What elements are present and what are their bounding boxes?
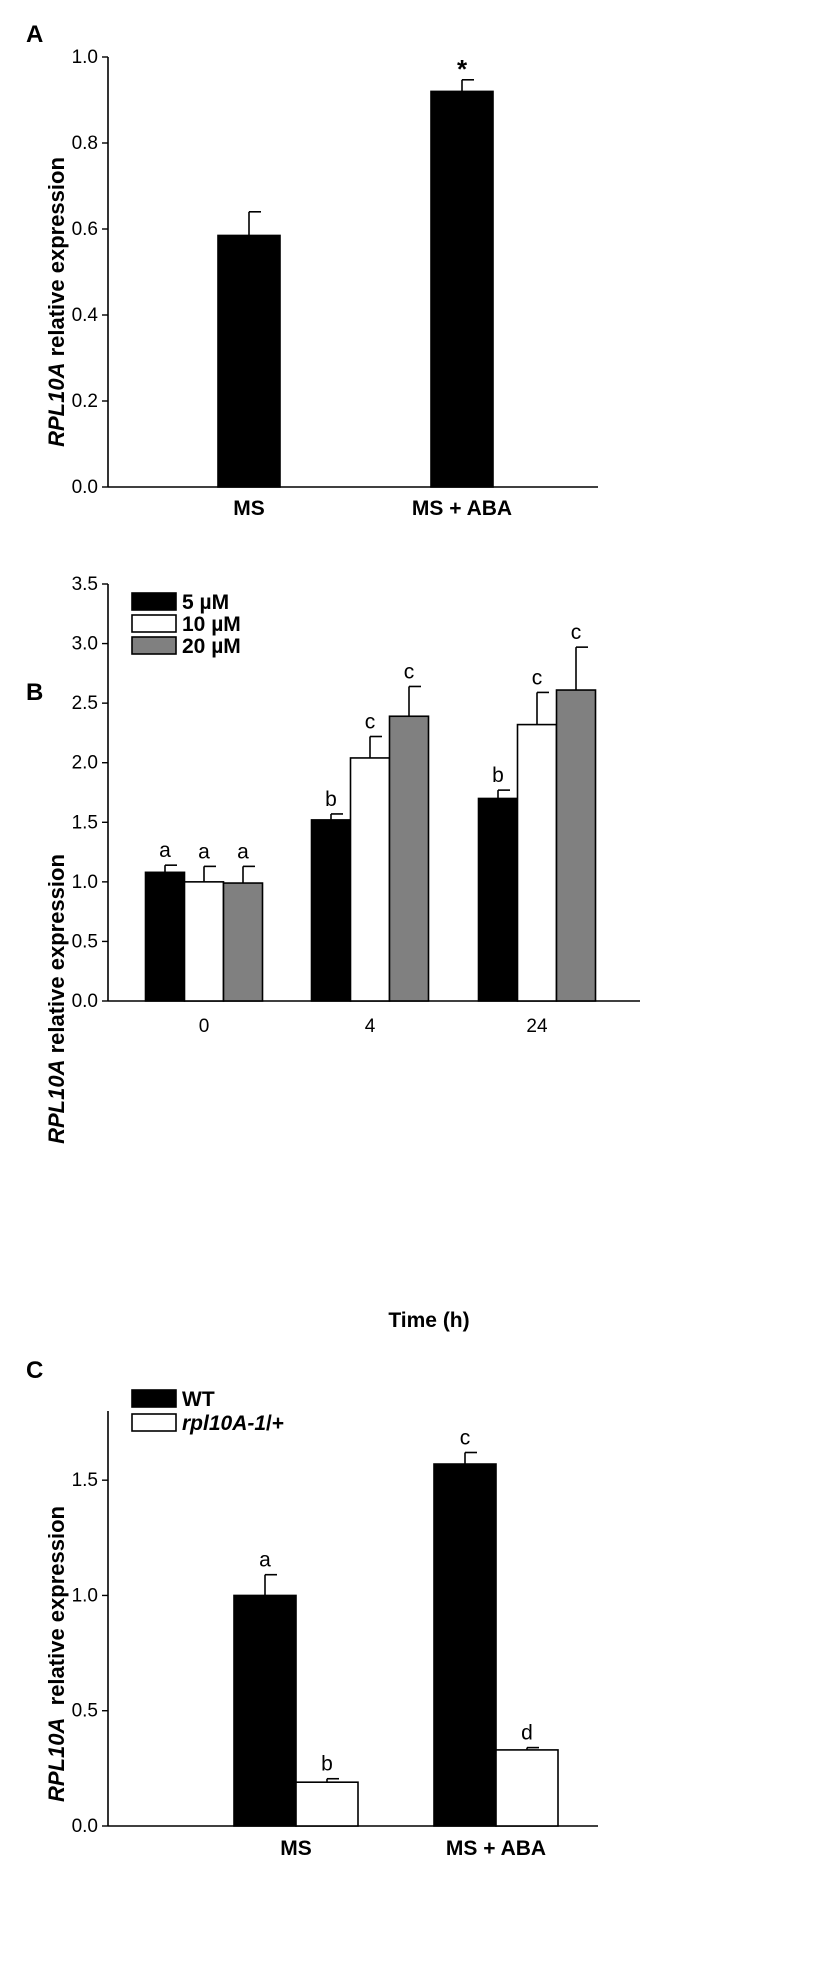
significance-letter-c: d <box>521 1722 533 1745</box>
panel-letter-b: B <box>26 679 43 706</box>
y-tick-label-a: 0.6 <box>72 219 98 240</box>
y-axis-c: 0.0 0.5 1.0 1.5 <box>72 1411 598 1837</box>
bar-b <box>555 689 597 1002</box>
significance-letter-b: a <box>237 840 249 863</box>
category-labels-b: 0 4 24 <box>199 1016 548 1037</box>
legend-swatch-c <box>131 1389 177 1408</box>
y-axis-label-gene-c: RPL10A <box>44 1718 69 1802</box>
category-label-a: MS + ABA <box>412 497 512 520</box>
bar-b <box>310 819 352 1002</box>
y-tick-label-b: 2.0 <box>72 753 98 774</box>
bar-c <box>233 1594 297 1827</box>
bars-b: a a a b c c b c c <box>144 621 597 1002</box>
significance-letter-b: a <box>198 840 210 863</box>
legend-label-text: 5 µM <box>182 591 229 614</box>
y-tick-label-c: 1.0 <box>72 1585 98 1606</box>
panel-c: C 0.0 0.5 1.0 1.5 a b c d MS MS + ABA RPL10A re… <box>26 1357 598 1860</box>
y-tick-label-a: 0.8 <box>72 133 98 154</box>
legend-label-b: 20 µM <box>182 635 241 658</box>
y-axis-label-gene-b: RPL10A <box>44 1060 69 1144</box>
legend-label-text: 20 µM <box>182 635 241 658</box>
y-axis-label-b: RPL10A relative expression <box>44 854 69 1144</box>
bar-a <box>430 90 494 488</box>
significance-letter-c: c <box>460 1427 471 1450</box>
legend-label-italic: rpl10A-1 <box>182 1412 266 1435</box>
legend-label-text: WT <box>182 1388 215 1411</box>
bar-c <box>495 1749 559 1827</box>
category-label-a: MS <box>233 497 265 520</box>
y-axis-label-rest-a: relative expression <box>44 157 69 362</box>
significance-star-a: * <box>457 54 468 84</box>
y-tick-label-b: 0.0 <box>72 991 98 1012</box>
legend-swatch-b <box>131 614 177 633</box>
category-labels-c: MS MS + ABA <box>280 1837 546 1860</box>
bars-c: a b c d <box>233 1427 559 1827</box>
bar-b <box>477 797 519 1002</box>
y-tick-label-a: 0.2 <box>72 391 98 412</box>
y-axis-a: 0.0 0.2 0.4 0.6 0.8 1.0 <box>72 47 598 498</box>
y-tick-label-a: 0.0 <box>72 477 98 498</box>
x-axis-label-b: Time (h) <box>388 1309 469 1332</box>
panel-a: A 0.0 0.2 0.4 0.6 0.8 1.0 * MS MS + ABA RPL10A… <box>26 21 598 520</box>
y-tick-label-c: 0.0 <box>72 1816 98 1837</box>
y-tick-label-b: 1.5 <box>72 812 98 833</box>
y-axis-label-c: RPL10A relative expression <box>44 1506 69 1802</box>
significance-letter-b: b <box>325 788 337 811</box>
legend-swatch-b <box>131 592 177 611</box>
significance-letter-b: c <box>404 660 415 683</box>
category-label-b: 0 <box>199 1016 210 1037</box>
category-label-c: MS <box>280 1837 312 1860</box>
y-tick-label-b: 3.0 <box>72 634 98 655</box>
category-labels-a: MS MS + ABA <box>233 497 512 520</box>
bar-b <box>222 882 264 1002</box>
bars-a: * <box>217 54 494 488</box>
bar-c <box>295 1781 359 1827</box>
significance-letter-b: b <box>492 764 504 787</box>
bar-b <box>349 757 391 1002</box>
significance-letter-b: c <box>532 666 543 689</box>
y-tick-label-b: 0.5 <box>72 931 98 952</box>
bar-b <box>183 881 225 1002</box>
y-tick-label-a: 0.4 <box>72 305 99 326</box>
y-axis-label-gene-a: RPL10A <box>44 363 69 447</box>
panel-letter-a: A <box>26 21 43 48</box>
y-axis-label-a: RPL10A relative expression <box>44 157 69 447</box>
y-tick-label-c: 0.5 <box>72 1701 98 1722</box>
legend-label-c: rpl10A-1/+ <box>182 1412 284 1435</box>
bar-b <box>144 871 186 1002</box>
legend-swatch-c <box>131 1413 177 1432</box>
y-tick-label-c: 1.5 <box>72 1470 98 1491</box>
y-tick-label-b: 2.5 <box>72 693 98 714</box>
legend-label-c: WT <box>182 1388 215 1411</box>
category-label-b: 4 <box>365 1016 376 1037</box>
legend-label-b: 10 µM <box>182 613 241 636</box>
y-tick-label-b: 1.0 <box>72 872 98 893</box>
y-tick-label-a: 1.0 <box>72 47 98 68</box>
y-axis-label-rest-c: relative expression <box>44 1506 69 1718</box>
significance-letter-c: b <box>321 1753 333 1776</box>
legend-label-b: 5 µM <box>182 591 229 614</box>
legend-label-text: 10 µM <box>182 613 241 636</box>
panel-b: B 0.0 0.5 1.0 1.5 2.0 2.5 3.0 3.5 a a a b c c b c c 0 4 2… <box>26 574 640 1332</box>
category-label-b: 24 <box>526 1016 548 1037</box>
significance-letter-b: a <box>159 839 171 862</box>
legend-swatch-b <box>131 636 177 655</box>
y-axis-label-rest-b: relative expression <box>44 854 69 1059</box>
y-tick-label-b: 3.5 <box>72 574 98 595</box>
significance-letter-c: a <box>259 1549 271 1572</box>
bar-a <box>217 234 281 488</box>
legend-label-suffix: /+ <box>266 1412 284 1435</box>
panel-letter-c: C <box>26 1357 43 1384</box>
significance-letter-b: c <box>365 711 376 734</box>
bar-c <box>433 1463 497 1827</box>
bar-b <box>388 715 430 1002</box>
significance-letter-b: c <box>571 621 582 644</box>
bar-b <box>516 723 558 1002</box>
category-label-c: MS + ABA <box>446 1837 546 1860</box>
